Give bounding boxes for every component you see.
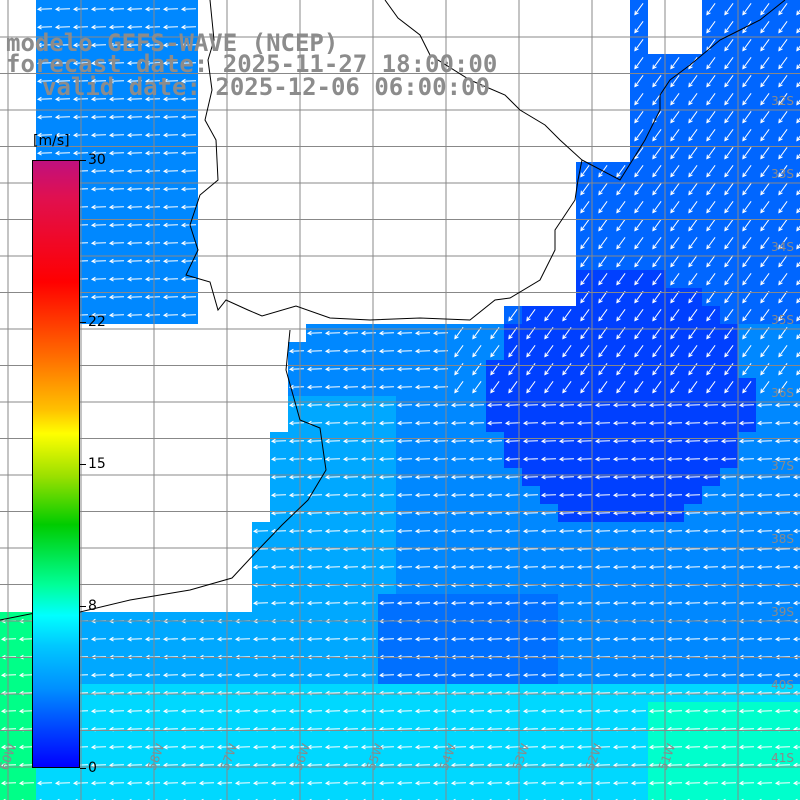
- forecast-date: forecast date: 2025-11-27 18:00:00: [6, 50, 498, 78]
- coastline: [185, 0, 583, 321]
- coastline-brazil: [581, 0, 786, 181]
- latitude-label: 40S: [771, 678, 794, 692]
- latitude-label: 36S: [771, 386, 794, 400]
- model-title: modelo GEFS-WAVE (NCEP): [6, 29, 339, 57]
- colorbar-unit: [m/s]: [33, 133, 70, 149]
- colorbar-label: 8: [88, 597, 97, 614]
- latitude-label: 39S: [771, 605, 794, 619]
- colorbar-label: 22: [88, 314, 106, 331]
- coastline-argentina: [0, 329, 327, 621]
- colorbar-tick: [80, 768, 86, 769]
- colorbar-label: 30: [88, 152, 106, 168]
- colorbar-label: 15: [88, 456, 106, 472]
- colorbar-tick: [80, 322, 86, 324]
- colorbar: [32, 160, 80, 768]
- latitude-label: 34S: [771, 240, 794, 254]
- latitude-label: 41S: [771, 751, 794, 765]
- colorbar-tick: [80, 605, 86, 607]
- valid-date: valid date: 2025-12-06 06:00:00: [42, 73, 490, 101]
- latitude-label: 35S: [771, 313, 794, 327]
- latitude-label: 32S: [771, 94, 794, 108]
- colorbar-label: 0: [88, 760, 97, 776]
- latitude-label: 38S: [771, 532, 794, 546]
- latitude-label: 33S: [771, 167, 794, 181]
- latitude-label: 37S: [771, 459, 794, 473]
- colorbar-tick: [80, 464, 86, 465]
- colorbar-tick: [80, 160, 86, 161]
